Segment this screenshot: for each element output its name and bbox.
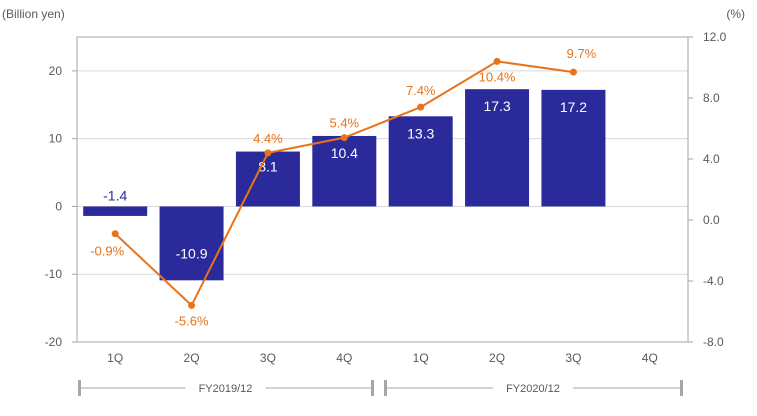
right-tick-label-4: 8.0 xyxy=(703,91,720,105)
right-tick-label-3: 4.0 xyxy=(703,152,720,166)
line-label-5: 10.4% xyxy=(479,69,516,84)
line-point-6 xyxy=(569,68,577,76)
x-category-6: 3Q xyxy=(565,351,581,365)
left-axis-ticks: -20 -10 0 10 20 xyxy=(45,64,77,349)
line-label-3: 5.4% xyxy=(329,116,359,131)
x-category-3: 4Q xyxy=(336,351,352,365)
group-cap-right-1 xyxy=(680,380,683,396)
right-tick-label-2: 0.0 xyxy=(703,213,720,227)
bar-1 xyxy=(159,206,224,281)
group-label-bg-0 xyxy=(185,380,266,396)
left-tick-label-2: 0 xyxy=(55,199,62,213)
left-tick-label-4: 20 xyxy=(49,64,63,78)
fiscal-year-groups: FY2019/12 FY2020/12 xyxy=(78,380,683,396)
bar-6 xyxy=(541,89,606,207)
x-category-1: 2Q xyxy=(184,351,200,365)
group-cap-right-0 xyxy=(371,380,374,396)
left-tick-label-0: -20 xyxy=(45,335,63,349)
right-axis-label: (%) xyxy=(726,7,745,21)
left-axis-label: (Billion yen) xyxy=(2,7,65,21)
x-axis-categories: 1Q 2Q 3Q 4Q 1Q 2Q 3Q 4Q xyxy=(107,351,658,365)
line-label-4: 7.4% xyxy=(406,83,436,98)
x-category-2: 3Q xyxy=(260,351,276,365)
bar-label-5: 17.3 xyxy=(483,98,510,114)
left-tick-label-1: -10 xyxy=(45,267,63,281)
right-tick-label-1: -4.0 xyxy=(703,274,724,288)
line-point-2 xyxy=(264,149,272,157)
line-label-0: -0.9% xyxy=(90,244,124,259)
bar-label-6: 17.2 xyxy=(560,99,587,115)
group-cap-left-1 xyxy=(384,380,387,396)
line-label-2: 4.4% xyxy=(253,131,283,146)
group-label-bg-1 xyxy=(493,380,573,396)
line-point-3 xyxy=(340,134,348,142)
right-tick-label-0: -8.0 xyxy=(703,335,724,349)
group-cap-left-0 xyxy=(78,380,81,396)
x-category-5: 2Q xyxy=(489,351,505,365)
plot-frame xyxy=(76,36,689,343)
bar-label-3: 10.4 xyxy=(331,145,358,161)
line-point-1 xyxy=(188,301,196,309)
group-label-1: FY2020/12 xyxy=(506,383,560,395)
right-tick-label-5: 12.0 xyxy=(703,30,727,44)
line-label-1: -5.6% xyxy=(175,313,209,328)
line-point-4 xyxy=(417,103,425,111)
bar-0 xyxy=(83,206,148,216)
bar-label-4: 13.3 xyxy=(407,125,434,141)
bar-series: -1.4-10.98.110.413.317.3 17.2 xyxy=(83,89,606,281)
line-series: -0.9% -5.6% 4.4% 5.4% 7.4% 10.4% 9.7% xyxy=(90,46,596,328)
line-point-0 xyxy=(111,230,119,238)
line-label-6: 9.7% xyxy=(567,46,597,61)
bar-label-0: -1.4 xyxy=(103,187,127,203)
bar-label-1: -10.9 xyxy=(176,245,208,261)
x-category-0: 1Q xyxy=(107,351,123,365)
right-axis-ticks: -8.0 -4.0 0.0 4.0 8.0 12.0 xyxy=(688,30,727,349)
x-category-7: 4Q xyxy=(642,351,658,365)
left-tick-label-3: 10 xyxy=(49,132,63,146)
bar-5 xyxy=(465,89,530,207)
bar-4 xyxy=(388,116,453,207)
group-label-0: FY2019/12 xyxy=(199,383,253,395)
bar-3 xyxy=(312,135,377,207)
line-point-5 xyxy=(493,57,501,65)
x-category-4: 1Q xyxy=(413,351,429,365)
